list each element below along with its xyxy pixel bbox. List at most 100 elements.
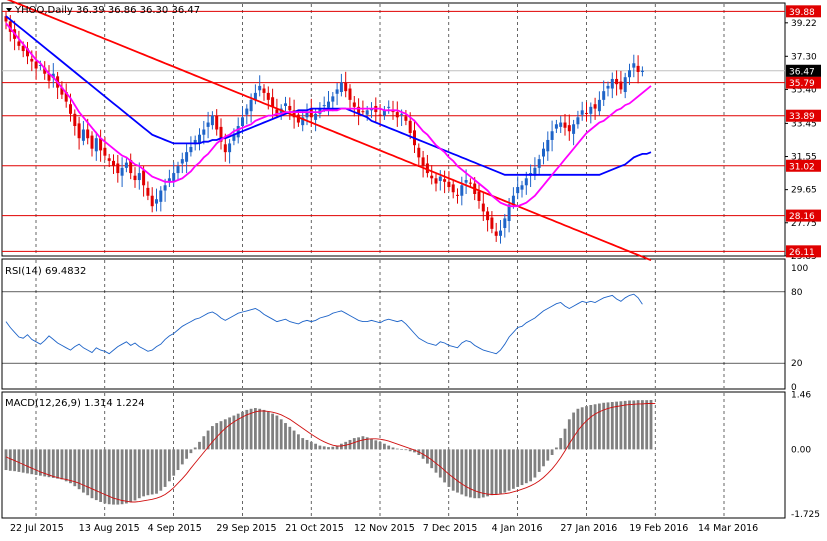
candle[interactable] <box>167 169 171 188</box>
candle[interactable] <box>602 80 606 106</box>
macd-bar[interactable] <box>26 449 29 474</box>
macd-bar[interactable] <box>228 417 231 450</box>
macd-bar[interactable] <box>288 426 292 450</box>
candle[interactable] <box>180 152 184 174</box>
candle[interactable] <box>572 119 576 146</box>
macd-signal-line[interactable] <box>5 402 656 503</box>
candle[interactable] <box>51 63 55 88</box>
macd-bar[interactable] <box>503 449 507 493</box>
macd-bar[interactable] <box>43 449 47 477</box>
macd-bar[interactable] <box>21 449 25 473</box>
candle[interactable] <box>34 50 38 80</box>
candle[interactable] <box>421 150 425 178</box>
macd-bar[interactable] <box>533 449 537 478</box>
macd-bar[interactable] <box>77 449 81 490</box>
macd-bar[interactable] <box>464 449 468 497</box>
candle[interactable] <box>284 96 287 114</box>
candle[interactable] <box>434 173 438 192</box>
macd-bar[interactable] <box>477 449 481 499</box>
macd-bar[interactable] <box>542 449 545 467</box>
dropdown-triangle-icon[interactable] <box>6 8 12 12</box>
candle[interactable] <box>159 186 163 212</box>
macd-bar[interactable] <box>245 409 249 450</box>
macd-bar[interactable] <box>189 449 193 454</box>
macd-bar[interactable] <box>34 449 38 475</box>
macd-bar[interactable] <box>606 402 610 450</box>
candle[interactable] <box>253 84 257 105</box>
macd-bar[interactable] <box>529 449 532 482</box>
macd-bar[interactable] <box>619 401 623 450</box>
candle[interactable] <box>593 97 597 120</box>
candle[interactable] <box>77 116 81 150</box>
candle[interactable] <box>554 119 558 133</box>
macd-bar[interactable] <box>340 443 343 450</box>
macd-bar[interactable] <box>357 437 360 450</box>
macd-bar[interactable] <box>146 449 150 496</box>
candle[interactable] <box>241 106 244 134</box>
candle[interactable] <box>477 182 481 209</box>
macd-bar[interactable] <box>378 441 382 450</box>
macd-bar[interactable] <box>408 449 412 452</box>
macd-bar[interactable] <box>64 449 68 482</box>
macd-bar[interactable] <box>51 449 55 478</box>
candle[interactable] <box>447 171 451 192</box>
ma-fast-line[interactable] <box>5 22 652 208</box>
macd-bar[interactable] <box>567 419 571 450</box>
candle[interactable] <box>550 120 554 152</box>
candle[interactable] <box>185 143 189 174</box>
candle[interactable] <box>516 176 520 200</box>
macd-bar[interactable] <box>473 449 477 499</box>
macd-bar[interactable] <box>172 449 176 476</box>
macd-bar[interactable] <box>628 400 631 450</box>
candle[interactable] <box>64 83 68 108</box>
candle[interactable] <box>503 214 507 238</box>
candle[interactable] <box>258 75 262 97</box>
macd-bar[interactable] <box>103 449 107 504</box>
macd-bar[interactable] <box>39 449 42 476</box>
macd-bar[interactable] <box>180 449 184 465</box>
candle[interactable] <box>606 81 610 97</box>
macd-bar[interactable] <box>318 445 322 450</box>
macd-bar[interactable] <box>86 449 90 496</box>
macd-bar[interactable] <box>142 449 145 497</box>
candle[interactable] <box>490 211 494 234</box>
macd-bar[interactable] <box>387 445 391 450</box>
macd-bar[interactable] <box>598 403 601 450</box>
candle[interactable] <box>619 70 623 94</box>
candle[interactable] <box>202 120 206 145</box>
candle[interactable] <box>632 54 636 78</box>
macd-bar[interactable] <box>434 449 438 473</box>
candle[interactable] <box>176 161 180 181</box>
ma-slow-line[interactable] <box>6 0 652 262</box>
macd-bar[interactable] <box>129 449 133 502</box>
macd-bar[interactable] <box>305 439 309 450</box>
macd-bar[interactable] <box>524 449 528 484</box>
candle[interactable] <box>4 11 8 30</box>
candle[interactable] <box>47 65 51 89</box>
candle[interactable] <box>292 99 296 129</box>
macd-bar[interactable] <box>370 438 373 450</box>
macd-bar[interactable] <box>481 449 485 498</box>
macd-bar[interactable] <box>159 449 163 491</box>
macd-bar[interactable] <box>150 449 154 495</box>
macd-bar[interactable] <box>413 449 416 453</box>
candle[interactable] <box>520 180 524 198</box>
macd-bar[interactable] <box>30 449 34 475</box>
macd-bar[interactable] <box>236 413 240 450</box>
macd-bar[interactable] <box>314 443 317 450</box>
macd-bar[interactable] <box>176 449 180 471</box>
macd-bar[interactable] <box>593 404 597 450</box>
candle[interactable] <box>116 154 120 183</box>
candle[interactable] <box>150 187 154 213</box>
macd-bar[interactable] <box>56 449 59 479</box>
macd-bar[interactable] <box>520 449 524 486</box>
macd-bar[interactable] <box>249 408 253 450</box>
macd-bar[interactable] <box>215 423 219 450</box>
candle[interactable] <box>288 97 292 120</box>
macd-bar[interactable] <box>395 448 399 450</box>
macd-bar[interactable] <box>645 400 649 450</box>
candle[interactable] <box>499 219 502 244</box>
macd-bar[interactable] <box>125 449 128 504</box>
candle[interactable] <box>404 109 408 126</box>
candle[interactable] <box>580 101 584 121</box>
